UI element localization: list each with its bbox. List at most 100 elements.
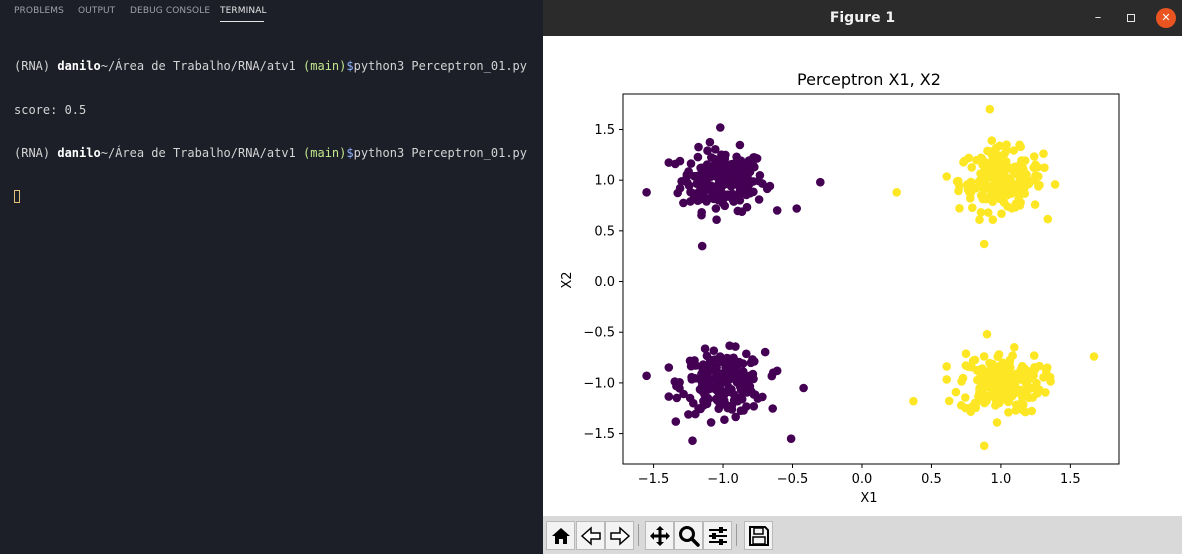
x-tick-label: −1.5 [638,472,670,487]
data-point-class-1 [942,375,951,384]
tab-debug-console[interactable]: DEBUG CONSOLE [130,6,211,16]
data-point-class-1 [1016,385,1025,395]
command-output: score: 0.5 [14,102,87,117]
data-point-class-1 [1017,181,1027,190]
data-point-class-0 [720,201,730,211]
git-branch: (main) [303,59,347,73]
x-tick-label: −0.5 [777,472,809,487]
git-branch: (main) [303,146,347,160]
data-point-class-1 [971,400,980,410]
data-point-class-0 [690,361,700,370]
data-point-class-0 [711,394,721,404]
y-tick-label: 1.5 [594,123,615,138]
data-point-class-1 [986,147,996,156]
home-button[interactable] [546,521,575,550]
data-point-class-0 [718,179,728,188]
data-point-class-1 [979,370,989,379]
data-point-class-1 [990,373,999,382]
data-point-class-1 [1035,361,1044,371]
data-point-class-0 [664,158,674,167]
data-point-class-1 [978,175,987,185]
x-tick-label: 1.5 [1060,472,1081,487]
scatter-plot[interactable]: Perceptron X1, X2 −1.5 −1.0 −0.5 0.0 0.5 1.0 1… [543,36,1182,516]
data-point-class-1 [966,194,975,203]
data-point-class-0 [720,154,730,164]
data-point-class-0 [671,159,680,169]
figure-canvas[interactable]: Perceptron X1, X2 −1.5 −1.0 −0.5 0.0 0.5 1.0 1… [543,36,1182,516]
save-button[interactable] [744,521,773,550]
data-point-class-0 [714,404,723,414]
configure-subplots-icon [709,527,727,545]
save-icon [749,526,769,546]
back-button[interactable] [576,521,605,550]
data-point-class-0 [697,210,706,220]
data-point-class-0 [672,393,682,403]
data-point-class-0 [754,176,763,186]
figure-window: Figure 1 – ✕ Perceptron X1, X2 −1.5 −1.0−… [543,0,1182,554]
data-point-class-0 [758,392,767,402]
data-point-class-1 [1030,200,1040,209]
data-point-class-1 [999,164,1008,173]
data-point-class-0 [675,384,684,393]
data-point-class-1 [999,198,1009,207]
tab-terminal[interactable]: TERMINAL [220,6,267,16]
data-point-class-1 [986,366,996,375]
data-point-class-1 [975,215,984,224]
x-axis-ticks: −1.5 −1.0 −0.5 0.0 0.5 1.0 1.5 [638,464,1081,487]
data-point-class-1 [978,377,988,387]
data-point-class-0 [689,191,699,200]
data-point-class-1 [1007,204,1017,213]
data-point-class-0 [679,198,688,208]
data-point-class-0 [709,346,719,356]
forward-button[interactable] [605,521,634,550]
data-point-class-0 [731,412,740,422]
tab-output[interactable]: OUTPUT [78,6,116,16]
data-point-class-1 [976,191,986,200]
data-point-class-1 [942,172,951,181]
username: danilo [57,59,101,73]
data-point-class-0 [683,178,692,187]
data-point-class-0 [695,385,705,394]
data-point-class-0 [765,181,775,191]
data-point-class-1 [1029,371,1038,380]
data-point-class-0 [728,189,737,199]
configure-subplots-button[interactable] [703,521,732,550]
zoom-button[interactable] [674,521,703,550]
data-point-class-0 [741,383,751,393]
data-point-class-1 [952,177,962,186]
terminal-output[interactable]: (RNA) danilo~/Área de Trabalho/RNA/atv1 … [14,30,527,233]
maximize-icon[interactable] [1121,8,1141,28]
data-point-class-1 [994,188,1004,198]
data-point-class-1 [996,157,1006,166]
y-tick-label: 0.0 [594,275,615,290]
data-point-class-0 [711,145,720,154]
data-point-class-0 [675,378,684,387]
window-titlebar[interactable]: Figure 1 – ✕ [543,0,1182,36]
data-point-class-0 [706,366,716,375]
data-point-class-0 [642,188,651,197]
data-point-class-1 [1010,343,1019,352]
pan-button[interactable] [645,521,674,550]
data-point-class-1 [982,329,992,339]
data-point-class-1 [973,366,982,375]
forward-icon [610,526,631,546]
data-point-class-0 [742,349,751,359]
data-point-class-1 [942,362,951,371]
close-icon[interactable]: ✕ [1156,8,1176,28]
data-point-class-0 [690,172,699,181]
pan-icon [650,526,670,546]
data-point-class-0 [746,358,756,368]
data-point-class-1 [1005,355,1015,365]
data-point-class-0 [760,347,770,357]
tab-problems[interactable]: PROBLEMS [14,6,64,16]
y-tick-label: 1.0 [594,174,615,189]
data-point-class-0 [688,436,697,446]
data-point-class-1 [987,136,997,145]
data-point-class-1 [1039,373,1048,382]
data-point-class-0 [705,137,715,147]
data-point-class-0 [729,196,738,205]
data-point-class-0 [737,207,747,216]
data-point-class-1 [979,441,989,451]
minimize-icon[interactable]: – [1094,10,1102,25]
data-point-class-1 [1029,163,1038,172]
